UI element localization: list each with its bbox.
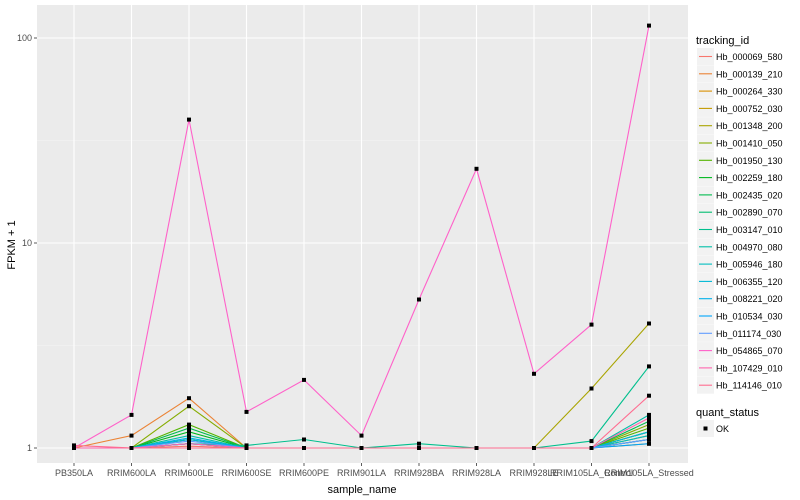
legend-label: Hb_002259_180 bbox=[716, 173, 783, 183]
data-point bbox=[244, 446, 249, 450]
data-point bbox=[359, 433, 364, 438]
legend-label: Hb_008221_020 bbox=[716, 294, 783, 304]
data-point bbox=[187, 429, 191, 434]
shape-legend-label: OK bbox=[716, 424, 729, 434]
data-point bbox=[302, 437, 306, 442]
legend-label: Hb_004970_080 bbox=[716, 242, 783, 252]
legend-label: Hb_001950_130 bbox=[716, 156, 783, 166]
data-point bbox=[129, 433, 134, 438]
data-point bbox=[647, 426, 651, 431]
legend-label: Hb_001410_050 bbox=[716, 139, 783, 149]
data-point bbox=[187, 446, 191, 450]
data-point bbox=[474, 166, 479, 171]
data-point bbox=[532, 446, 536, 450]
data-point bbox=[187, 396, 191, 401]
data-point bbox=[647, 412, 651, 417]
data-point bbox=[417, 446, 421, 450]
data-point bbox=[647, 416, 651, 420]
data-point bbox=[72, 443, 76, 448]
data-point bbox=[359, 446, 364, 450]
x-tick-label: RRIM105LA_Stressed bbox=[604, 468, 694, 478]
legend-label: Hb_000264_330 bbox=[716, 87, 783, 97]
legend-label: Hb_003147_010 bbox=[716, 225, 783, 235]
x-tick-label: PB350LA bbox=[55, 468, 93, 478]
data-point bbox=[474, 446, 479, 450]
data-point bbox=[589, 446, 594, 450]
data-point bbox=[244, 409, 249, 414]
data-point bbox=[647, 433, 651, 438]
x-tick-label: RRIM600LE bbox=[164, 468, 213, 478]
data-point bbox=[129, 446, 134, 450]
y-axis: 1 10 100 bbox=[17, 33, 37, 453]
shape-legend-point bbox=[703, 426, 708, 431]
legend-label: Hb_011174_030 bbox=[716, 329, 781, 339]
y-tick-label: 10 bbox=[22, 238, 32, 248]
legend-label: Hb_114146_010 bbox=[716, 381, 782, 391]
data-point bbox=[187, 435, 191, 440]
data-point bbox=[187, 433, 191, 438]
data-point bbox=[589, 439, 594, 444]
x-tick-label: RRIM600SE bbox=[221, 468, 271, 478]
data-point bbox=[187, 439, 191, 444]
shape-legend-title: quant_status bbox=[696, 407, 759, 419]
legend-label: Hb_107429_010 bbox=[716, 363, 783, 373]
legend-label: Hb_000069_580 bbox=[716, 52, 783, 62]
data-point bbox=[589, 322, 594, 327]
legend-items: Hb_000069_580 Hb_000139_210 Hb_000264_330 H… bbox=[697, 48, 783, 394]
x-axis: PB350LA RRIM600LA RRIM600LE RRIM600SE RRIM60… bbox=[55, 463, 694, 478]
data-point bbox=[244, 443, 249, 448]
data-point bbox=[589, 386, 594, 391]
y-tick-label: 1 bbox=[27, 443, 32, 453]
data-point bbox=[187, 404, 191, 409]
legend-label: Hb_002890_070 bbox=[716, 208, 783, 218]
data-point bbox=[302, 377, 306, 382]
plot-panel bbox=[37, 5, 688, 463]
series-points bbox=[72, 23, 651, 450]
data-point bbox=[417, 297, 421, 302]
legend-label: Hb_001348_200 bbox=[716, 121, 783, 131]
data-point bbox=[129, 412, 134, 417]
legend-label: Hb_000139_210 bbox=[716, 69, 783, 79]
legend-label: Hb_006355_120 bbox=[716, 277, 783, 287]
data-point bbox=[647, 23, 651, 28]
data-point bbox=[302, 446, 306, 450]
legend-label: Hb_054865_070 bbox=[716, 346, 783, 356]
x-tick-label: RRIM600PE bbox=[279, 468, 329, 478]
x-tick-label: RRIM928BA bbox=[394, 468, 444, 478]
x-axis-title: sample_name bbox=[327, 484, 396, 496]
y-axis-title: FPKM + 1 bbox=[6, 220, 18, 269]
data-point bbox=[647, 422, 651, 427]
x-tick-label: RRIM928LA bbox=[452, 468, 501, 478]
x-tick-label: RRIM105LA_Control bbox=[550, 468, 633, 478]
x-tick-label: RRIM901LA bbox=[337, 468, 386, 478]
grid-major bbox=[37, 5, 688, 463]
data-point bbox=[72, 446, 76, 450]
data-point bbox=[187, 422, 191, 427]
data-point bbox=[647, 419, 651, 424]
data-point bbox=[647, 393, 651, 398]
legend: tracking_id Hb_000069_580Hb_000139_210Hb… bbox=[696, 35, 783, 437]
legend-label: Hb_000752_030 bbox=[716, 104, 783, 114]
data-point bbox=[647, 364, 651, 369]
data-point bbox=[187, 426, 191, 431]
legend-title: tracking_id bbox=[696, 35, 749, 47]
data-point bbox=[647, 437, 651, 442]
data-point bbox=[187, 117, 191, 122]
legend-label: Hb_010534_030 bbox=[716, 312, 783, 322]
legend-label: Hb_002435_020 bbox=[716, 190, 783, 200]
data-point bbox=[187, 441, 191, 446]
data-point bbox=[647, 429, 651, 434]
data-point bbox=[647, 441, 651, 446]
data-point bbox=[417, 441, 421, 446]
y-tick-label: 100 bbox=[17, 33, 32, 43]
x-tick-label: RRIM600LA bbox=[107, 468, 156, 478]
legend-label: Hb_005946_180 bbox=[716, 260, 783, 270]
data-point bbox=[647, 321, 651, 326]
data-point bbox=[532, 371, 536, 376]
x-tick-label: RRIM928LE bbox=[509, 468, 558, 478]
